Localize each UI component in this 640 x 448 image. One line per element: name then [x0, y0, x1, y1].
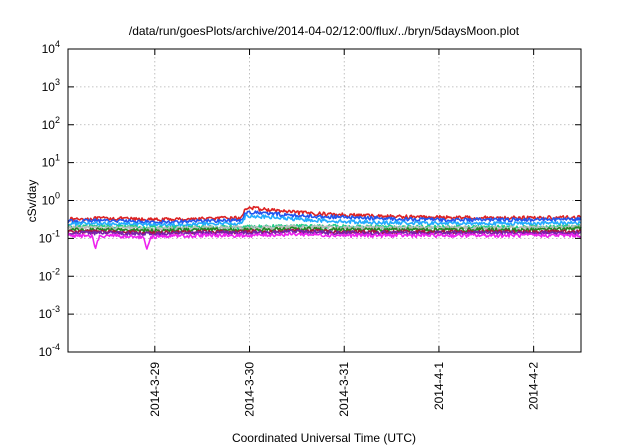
x-tick-label: 2014-3-30: [243, 362, 257, 417]
series-line: [67, 210, 582, 225]
y-tick-labels: 10-4 10-3 10-2 10-1 100 101 102 103 104: [39, 39, 60, 359]
y-tick-label: 10-2: [39, 266, 60, 283]
y-tick-label: 10-1: [39, 228, 60, 245]
x-tick-label: 2014-4-1: [432, 362, 446, 410]
y-tick-label: 10-4: [39, 342, 60, 359]
grid: [68, 49, 581, 352]
series-line: [67, 213, 582, 228]
y-tick-label: 104: [42, 39, 60, 56]
y-axis-label: cSv/day: [25, 180, 39, 223]
y-tick-label: 100: [42, 191, 60, 208]
chart-title: /data/run/goesPlots/archive/2014-04-02/1…: [129, 24, 520, 38]
x-tick-label: 2014-3-31: [337, 362, 351, 417]
x-tick-label: 2014-3-29: [148, 362, 162, 417]
x-tick-labels: 2014-3-29 2014-3-30 2014-3-31 2014-4-1 2014-…: [148, 362, 541, 417]
series-layer: [67, 205, 582, 250]
y-tick-label: 10-3: [39, 304, 60, 321]
y-tick-label: 102: [42, 115, 60, 132]
x-axis-label: Coordinated Universal Time (UTC): [232, 431, 416, 445]
plot-frame: [67, 48, 582, 353]
series-line: [67, 231, 582, 250]
y-tick-label: 101: [42, 153, 60, 170]
series-line: [67, 224, 582, 232]
axes-frame: [67, 48, 582, 353]
x-tick-label: 2014-4-2: [527, 362, 541, 410]
y-tick-label: 103: [42, 77, 60, 94]
